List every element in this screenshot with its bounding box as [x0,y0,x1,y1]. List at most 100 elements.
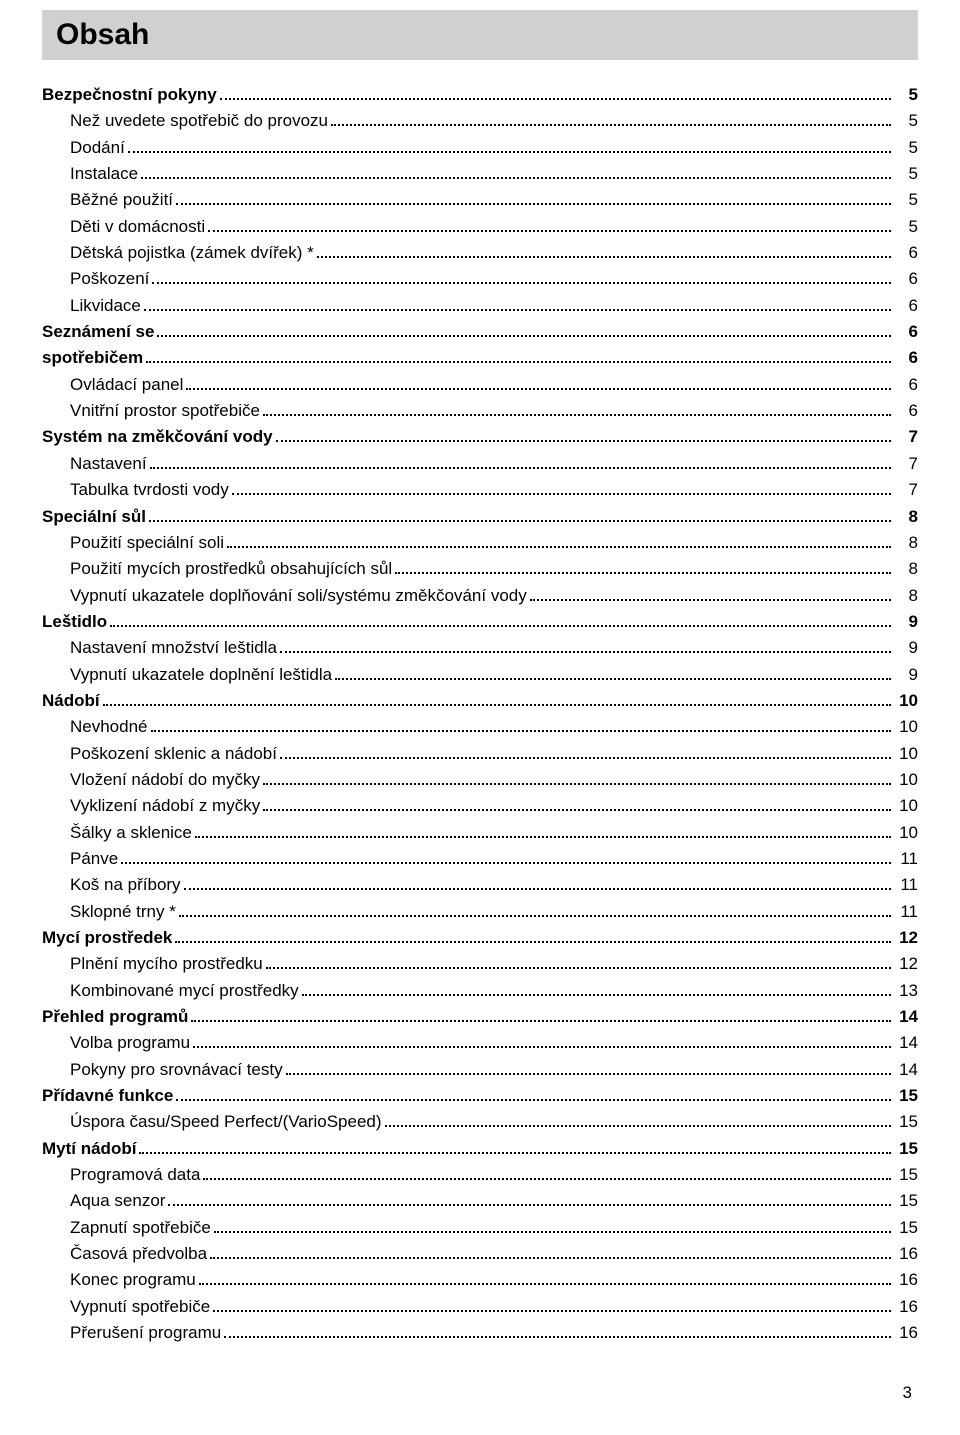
toc-entry: Vypnutí spotřebiče 16 [42,1294,918,1320]
toc-label: Volba programu [70,1030,190,1056]
toc-label: Aqua senzor [70,1188,165,1214]
toc-entry: Pokyny pro srovnávací testy14 [42,1057,918,1083]
toc-entry: Konec programu16 [42,1267,918,1293]
toc-page-ref: 14 [894,1030,918,1056]
toc-label: Systém na změkčování vody [42,424,273,450]
toc-label: Přerušení programu [70,1320,221,1346]
toc-leader-dots [184,875,891,890]
toc-label: Likvidace [70,293,141,319]
toc-leader-dots [210,1244,891,1259]
toc-page-ref: 5 [894,214,918,240]
toc-entry: Vnitřní prostor spotřebiče6 [42,398,918,424]
toc-label: Plnění mycího prostředku [70,951,263,977]
toc-leader-dots [263,401,891,416]
toc-leader-dots [139,1138,891,1153]
toc-page-ref: 15 [894,1136,918,1162]
toc-leader-dots [128,137,891,152]
toc-entry: Kombinované mycí prostředky13 [42,978,918,1004]
toc-entry: Seznámení se6 [42,319,918,345]
toc-leader-dots [213,1297,891,1312]
toc-entry: Vypnutí ukazatele doplnění leštidla9 [42,662,918,688]
toc-label: Programová data [70,1162,200,1188]
toc-leader-dots [286,1059,891,1074]
toc-entry: Tabulka tvrdosti vody7 [42,477,918,503]
toc-page-ref: 16 [894,1294,918,1320]
document-page: Obsah Bezpečnostní pokyny5Než uvedete sp… [0,0,960,1433]
toc-page-ref: 9 [894,609,918,635]
toc-leader-dots [179,901,891,916]
toc-page-ref: 15 [894,1188,918,1214]
toc-entry: Než uvedete spotřebič do provozu5 [42,108,918,134]
toc-entry: Nastavení množství leštidla9 [42,635,918,661]
toc-leader-dots [141,164,891,179]
toc-leader-dots [227,533,891,548]
toc-label: Ovládací panel [70,372,183,398]
toc-leader-dots [335,664,891,679]
toc-page-ref: 9 [894,635,918,661]
toc-leader-dots [224,1323,891,1338]
toc-leader-dots [186,374,891,389]
toc-page-ref: 10 [894,767,918,793]
toc-entry: Nádobí 10 [42,688,918,714]
toc-leader-dots [280,638,891,653]
toc-leader-dots [266,954,891,969]
toc-label: Bezpečnostní pokyny [42,82,217,108]
toc-leader-dots [151,717,891,732]
toc-leader-dots [220,85,891,100]
toc-label: Nádobí [42,688,100,714]
toc-entry: Děti v domácnosti 5 [42,214,918,240]
toc-label: Vypnutí ukazatele doplnění leštidla [70,662,332,688]
toc-label: Speciální sůl [42,504,146,530]
toc-label: Úspora času/Speed Perfect/(VarioSpeed) [70,1109,382,1135]
toc-page-ref: 16 [894,1320,918,1346]
toc-entry: Sklopné trny *11 [42,899,918,925]
toc-page-ref: 8 [894,583,918,609]
toc-label: Přehled programů [42,1004,188,1030]
toc-page-ref: 11 [894,846,918,872]
toc-entry: Dětská pojistka (zámek dvířek) *6 [42,240,918,266]
toc-label: Nastavení [70,451,147,477]
toc-leader-dots [530,585,891,600]
toc-page-ref: 11 [894,899,918,925]
toc-page-ref: 6 [894,345,918,371]
toc-page-ref: 7 [894,451,918,477]
toc-entry: Poškození6 [42,266,918,292]
toc-leader-dots [121,849,891,864]
toc-page-ref: 8 [894,530,918,556]
toc-label: Šálky a sklenice [70,820,192,846]
toc-page-ref: 5 [894,135,918,161]
toc-leader-dots [263,796,891,811]
toc-leader-dots [176,1086,891,1101]
toc-page-ref: 10 [894,741,918,767]
toc-label: Zapnutí spotřebiče [70,1215,211,1241]
toc-label: Vypnutí spotřebiče [70,1294,210,1320]
toc-entry: Speciální sůl8 [42,504,918,530]
toc-leader-dots [385,1112,891,1127]
toc-label: Mytí nádobí [42,1136,136,1162]
toc-entry: Přídavné funkce15 [42,1083,918,1109]
toc-leader-dots [168,1191,891,1206]
toc-label: Instalace [70,161,138,187]
toc-label: Konec programu [70,1267,196,1293]
toc-page-ref: 8 [894,556,918,582]
toc-entry: Leštidlo9 [42,609,918,635]
toc-label: Tabulka tvrdosti vody [70,477,229,503]
toc-label: Použití mycích prostředků obsahujících s… [70,556,392,582]
toc-page-ref: 6 [894,372,918,398]
toc-entry: Zapnutí spotřebiče15 [42,1215,918,1241]
toc-entry: Úspora času/Speed Perfect/(VarioSpeed)15 [42,1109,918,1135]
toc-label: Dětská pojistka (zámek dvířek) * [70,240,314,266]
toc-leader-dots [193,1033,891,1048]
toc-leader-dots [144,295,891,310]
toc-leader-dots [152,269,891,284]
toc-entry: Ovládací panel 6 [42,372,918,398]
toc-page-ref: 10 [894,688,918,714]
toc-leader-dots [302,980,891,995]
toc-label: Přídavné funkce [42,1083,173,1109]
toc-entry: Pánve 11 [42,846,918,872]
toc-label: Vnitřní prostor spotřebiče [70,398,260,424]
toc-entry: Likvidace6 [42,293,918,319]
toc-label: Pánve [70,846,118,872]
toc-label: Děti v domácnosti [70,214,205,240]
toc-entry: Vložení nádobí do myčky10 [42,767,918,793]
